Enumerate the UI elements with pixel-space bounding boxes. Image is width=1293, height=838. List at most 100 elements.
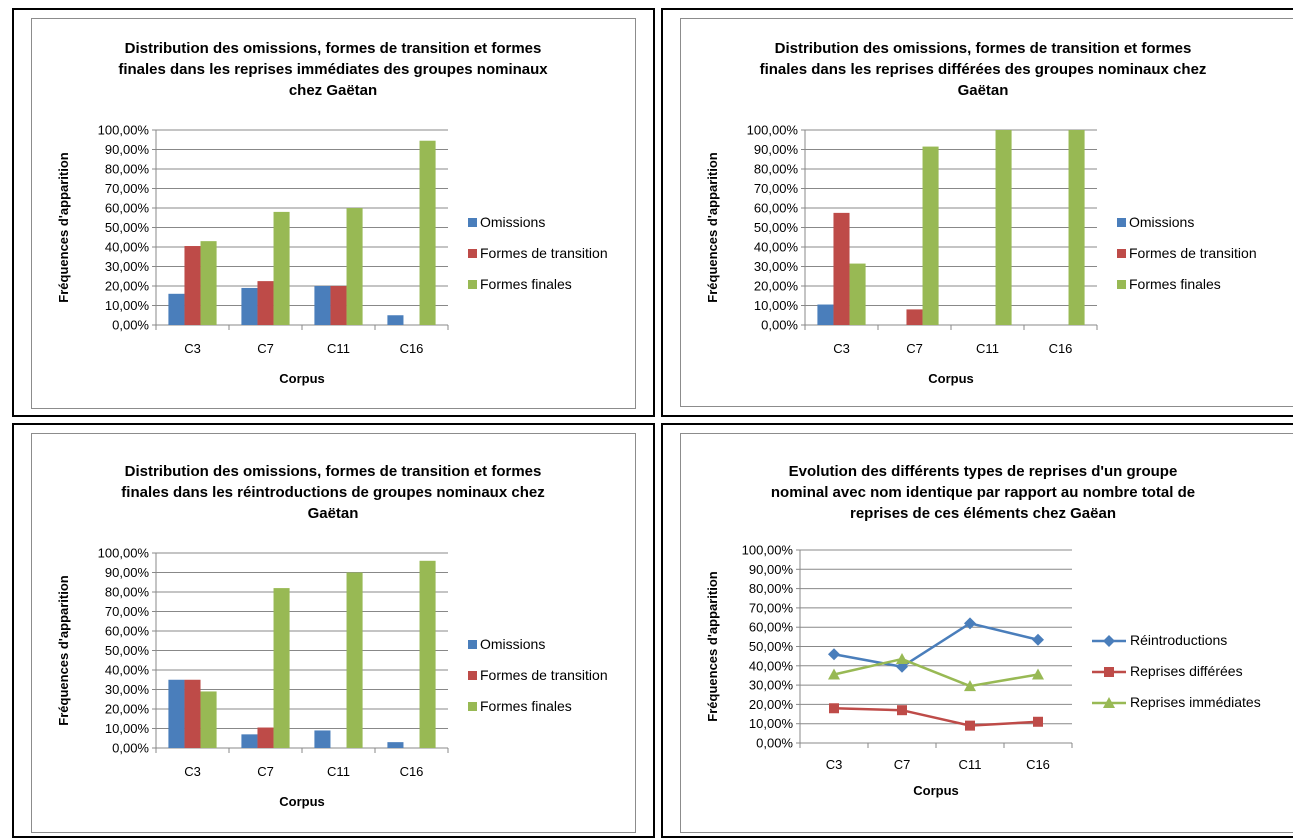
- chart-3: Distribution des omissions, formes de tr…: [56, 463, 608, 809]
- x-tick-label: C3: [833, 341, 850, 356]
- legend-swatch: [468, 249, 477, 258]
- y-tick-label: 60,00%: [105, 624, 150, 639]
- bar-formes-de-transition: [330, 286, 347, 325]
- legend-label: Reprises différées: [1130, 663, 1243, 679]
- bar-formes-finales: [346, 572, 363, 748]
- y-tick-label: 50,00%: [754, 220, 799, 235]
- bar-formes-finales: [1068, 130, 1085, 325]
- legend-label: Formes de transition: [1129, 245, 1257, 261]
- y-tick-label: 90,00%: [105, 565, 150, 580]
- y-tick-label: 60,00%: [105, 201, 150, 216]
- bar-formes-finales: [200, 691, 217, 748]
- y-tick-label: 10,00%: [749, 716, 794, 731]
- y-tick-label: 70,00%: [754, 181, 799, 196]
- bar-omissions: [387, 315, 404, 325]
- y-tick-label: 90,00%: [754, 142, 799, 157]
- y-tick-label: 0,00%: [761, 318, 798, 333]
- legend-swatch: [1117, 249, 1126, 258]
- legend-label: Reprises immédiates: [1130, 694, 1261, 710]
- y-tick-label: 70,00%: [105, 181, 150, 196]
- bar-formes-finales: [273, 588, 290, 748]
- x-tick-label: C3: [184, 764, 201, 779]
- y-tick-label: 30,00%: [105, 682, 150, 697]
- chart-title-line: finales dans les réintroductions de grou…: [121, 484, 544, 501]
- chart-title-line: Distribution des omissions, formes de tr…: [125, 40, 542, 57]
- y-tick-label: 20,00%: [754, 279, 799, 294]
- chart-2: Distribution des omissions, formes de tr…: [705, 40, 1257, 386]
- chart-title-line: finales dans les reprises immédiates des…: [118, 61, 548, 78]
- y-tick-label: 0,00%: [112, 318, 149, 333]
- chart-area-frame: [31, 433, 636, 833]
- y-tick-label: 70,00%: [749, 600, 794, 615]
- bar-formes-de-transition: [184, 246, 201, 325]
- y-tick-label: 90,00%: [105, 142, 150, 157]
- bar-omissions: [817, 304, 834, 325]
- x-tick-label: C3: [184, 341, 201, 356]
- bar-omissions: [314, 286, 331, 325]
- y-tick-label: 100,00%: [747, 123, 799, 138]
- x-tick-label: C7: [257, 341, 274, 356]
- x-tick-label: C11: [327, 764, 350, 779]
- bar-formes-finales: [346, 208, 363, 325]
- marker-triangle: [1103, 697, 1115, 708]
- series-line: [833, 622, 1039, 669]
- bar-omissions: [168, 679, 185, 748]
- series-line: [833, 707, 1039, 727]
- legend-swatch: [468, 640, 477, 649]
- x-tick-label: C11: [959, 757, 982, 772]
- bar-omissions: [314, 730, 331, 748]
- y-tick-label: 20,00%: [749, 697, 794, 712]
- y-tick-label: 20,00%: [105, 279, 150, 294]
- y-tick-label: 50,00%: [105, 643, 150, 658]
- y-tick-label: 80,00%: [749, 581, 794, 596]
- bar-formes-finales: [995, 130, 1012, 325]
- chart-panel-reprises-immediates: [12, 8, 655, 417]
- chart-area-frame: [680, 433, 1293, 833]
- y-tick-label: 90,00%: [749, 562, 794, 577]
- bar-formes-de-transition: [257, 281, 274, 325]
- legend-label: Omissions: [480, 214, 545, 230]
- legend-swatch: [468, 671, 477, 680]
- y-tick-label: 40,00%: [105, 240, 150, 255]
- x-axis-label: Corpus: [928, 371, 974, 386]
- y-tick-label: 40,00%: [749, 658, 794, 673]
- bar-formes-finales: [419, 140, 436, 325]
- marker-square: [1033, 716, 1043, 727]
- marker-square: [1104, 667, 1114, 677]
- marker-triangle: [896, 653, 908, 665]
- marker-square: [897, 705, 907, 716]
- bar-formes-finales: [419, 560, 436, 748]
- x-tick-label: C3: [826, 757, 843, 772]
- legend-swatch: [468, 702, 477, 711]
- bar-formes-de-transition: [906, 309, 923, 325]
- legend-swatch: [1117, 280, 1126, 289]
- x-tick-label: C16: [400, 764, 424, 779]
- chart-title-line: Distribution des omissions, formes de tr…: [775, 40, 1192, 57]
- legend-label: Formes finales: [480, 698, 572, 714]
- legend-label: Formes finales: [1129, 276, 1221, 292]
- chart-title-line: finales dans les reprises différées des …: [760, 61, 1207, 78]
- marker-square: [829, 703, 839, 714]
- y-tick-label: 30,00%: [105, 259, 150, 274]
- x-tick-label: C7: [894, 757, 911, 772]
- chart-area-frame: [680, 18, 1293, 407]
- marker-diamond: [1103, 635, 1115, 647]
- y-tick-label: 0,00%: [112, 741, 149, 756]
- y-tick-label: 10,00%: [754, 298, 799, 313]
- y-tick-label: 80,00%: [754, 162, 799, 177]
- y-tick-label: 20,00%: [105, 702, 150, 717]
- bar-omissions: [387, 742, 404, 748]
- y-tick-label: 80,00%: [105, 162, 150, 177]
- y-axis-label: Fréquences d'apparition: [705, 571, 720, 722]
- chart-title-line: Gaëtan: [308, 505, 359, 522]
- marker-diamond: [1032, 633, 1044, 646]
- y-tick-label: 60,00%: [754, 201, 799, 216]
- chart-panel-reprises-differees: [661, 8, 1293, 417]
- x-tick-label: C11: [976, 341, 999, 356]
- bar-formes-finales: [273, 211, 290, 325]
- bar-omissions: [168, 293, 185, 325]
- y-axis-label: Fréquences d'apparition: [56, 575, 71, 726]
- chart-title-line: Gaëtan: [958, 82, 1009, 99]
- chart-title-line: Evolution des différents types de repris…: [789, 463, 1178, 480]
